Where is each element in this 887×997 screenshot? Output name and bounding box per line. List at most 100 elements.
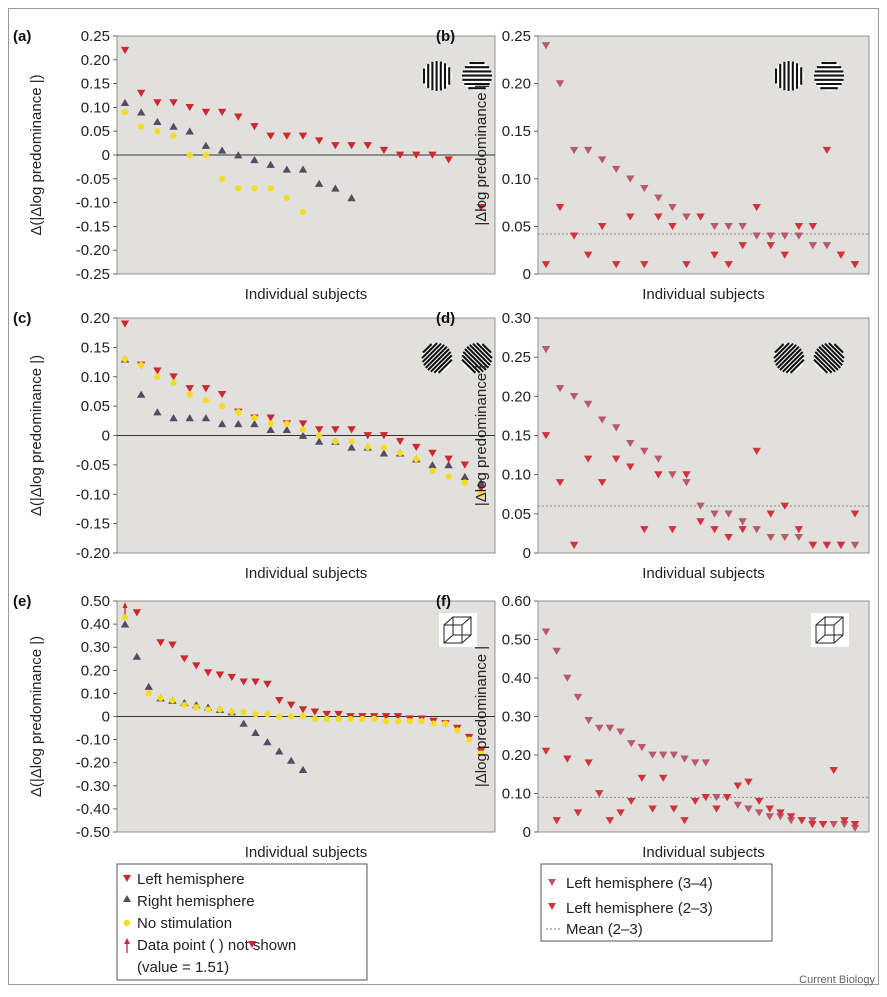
y-tick-label: 0.30	[502, 709, 531, 726]
y-tick-label: 0.20	[502, 388, 531, 405]
x-axis-title: Individual subjects	[245, 844, 368, 861]
data-point	[203, 669, 213, 677]
data-point	[712, 805, 721, 813]
data-point	[314, 179, 324, 187]
data-point	[744, 778, 753, 786]
data-point	[605, 724, 615, 732]
data-point	[444, 156, 453, 164]
y-tick-label: 0.10	[502, 467, 531, 484]
data-point	[840, 817, 849, 825]
grating-stripe	[779, 348, 802, 371]
data-point	[710, 251, 719, 259]
data-point	[541, 345, 551, 354]
y-tick-label: 0.05	[81, 123, 110, 140]
data-point	[818, 820, 828, 829]
grating-stripe	[785, 354, 805, 374]
panel-d: (d) 0.30 0.25 0.20 0.15 0.10 0.05 0 |Δlog predom…	[436, 310, 870, 582]
data-point	[347, 194, 356, 202]
data-point	[780, 251, 789, 259]
data-point	[454, 727, 461, 734]
data-point	[144, 682, 153, 690]
data-point	[682, 213, 691, 221]
data-point	[428, 449, 437, 457]
data-point	[185, 385, 194, 393]
data-point	[185, 104, 194, 112]
y-tick-label: -0.40	[76, 801, 110, 818]
grating-stripe	[821, 344, 843, 366]
data-point	[120, 320, 130, 328]
data-point	[201, 108, 211, 116]
data-point	[132, 609, 142, 617]
data-point	[710, 526, 719, 534]
data-point	[121, 356, 129, 363]
data-point	[331, 426, 340, 434]
grating-stripe	[422, 343, 433, 354]
data-point	[364, 444, 371, 451]
data-point	[288, 713, 295, 720]
y-tick-label: 0.25	[502, 28, 531, 45]
data-point	[299, 426, 307, 433]
legend-left-34-label: Left hemisphere (3–4)	[566, 875, 713, 892]
data-point	[569, 392, 579, 401]
data-point	[406, 718, 413, 725]
grating-stripe	[427, 348, 450, 371]
data-point	[569, 541, 579, 549]
data-point	[264, 711, 271, 718]
data-point	[765, 813, 774, 821]
data-point	[363, 142, 372, 150]
grating-stripe	[464, 348, 487, 371]
data-point	[282, 165, 292, 173]
grating-stripe	[466, 345, 490, 369]
data-point	[185, 127, 194, 135]
series-right-hemisphere	[120, 98, 356, 202]
data-point	[573, 809, 583, 817]
y-tick-label: 0.50	[502, 632, 531, 649]
data-point	[563, 674, 572, 682]
data-point	[169, 99, 178, 107]
data-point	[808, 242, 818, 250]
data-point	[250, 419, 259, 428]
data-point	[395, 438, 405, 446]
data-point	[298, 132, 308, 140]
data-point	[612, 261, 621, 269]
data-point	[323, 715, 330, 722]
y-tick-label: 0.10	[81, 369, 110, 386]
y-tick-label: 0.05	[502, 218, 531, 235]
series-no-stimulation	[121, 356, 485, 498]
data-point	[379, 432, 389, 440]
data-point	[298, 420, 308, 428]
data-point	[331, 142, 340, 150]
panel-letter: (e)	[13, 593, 31, 610]
data-point	[298, 431, 308, 439]
y-axis-title: Δ(|Δlog predominance |)	[28, 74, 45, 235]
grating-stripe	[462, 351, 484, 373]
legend-left-23-marker	[548, 903, 556, 910]
data-point	[850, 541, 860, 549]
cube-edge	[815, 616, 826, 626]
oblique-gratings-icon	[421, 342, 493, 374]
panel-b: (b) 0.25 0.20 0.15 0.10 0.05 0 |Δlog predominan…	[436, 28, 870, 303]
data-point	[379, 449, 389, 457]
data-point	[298, 765, 308, 773]
data-point	[286, 701, 296, 709]
grating-stripe	[421, 342, 442, 363]
data-point	[204, 706, 212, 713]
y-tick-label: 0.15	[81, 76, 110, 93]
y-tick-label: 0.10	[81, 685, 110, 702]
data-point	[234, 151, 243, 159]
data-point	[640, 526, 649, 534]
data-point	[477, 491, 485, 498]
y-tick-label: 0.20	[81, 52, 110, 69]
vertical-horizontal-gratings-icon	[422, 61, 492, 91]
y-tick-label: 0.30	[502, 310, 531, 327]
data-point	[626, 463, 635, 471]
cube-edge	[833, 616, 844, 626]
x-axis-title: Individual subjects	[642, 844, 765, 861]
data-point	[640, 261, 649, 269]
necker-cube-icon	[439, 613, 477, 647]
data-point	[738, 242, 747, 250]
data-point	[170, 379, 177, 386]
data-point	[569, 146, 579, 155]
data-point	[170, 132, 177, 140]
legend-left-34-marker	[548, 879, 556, 886]
